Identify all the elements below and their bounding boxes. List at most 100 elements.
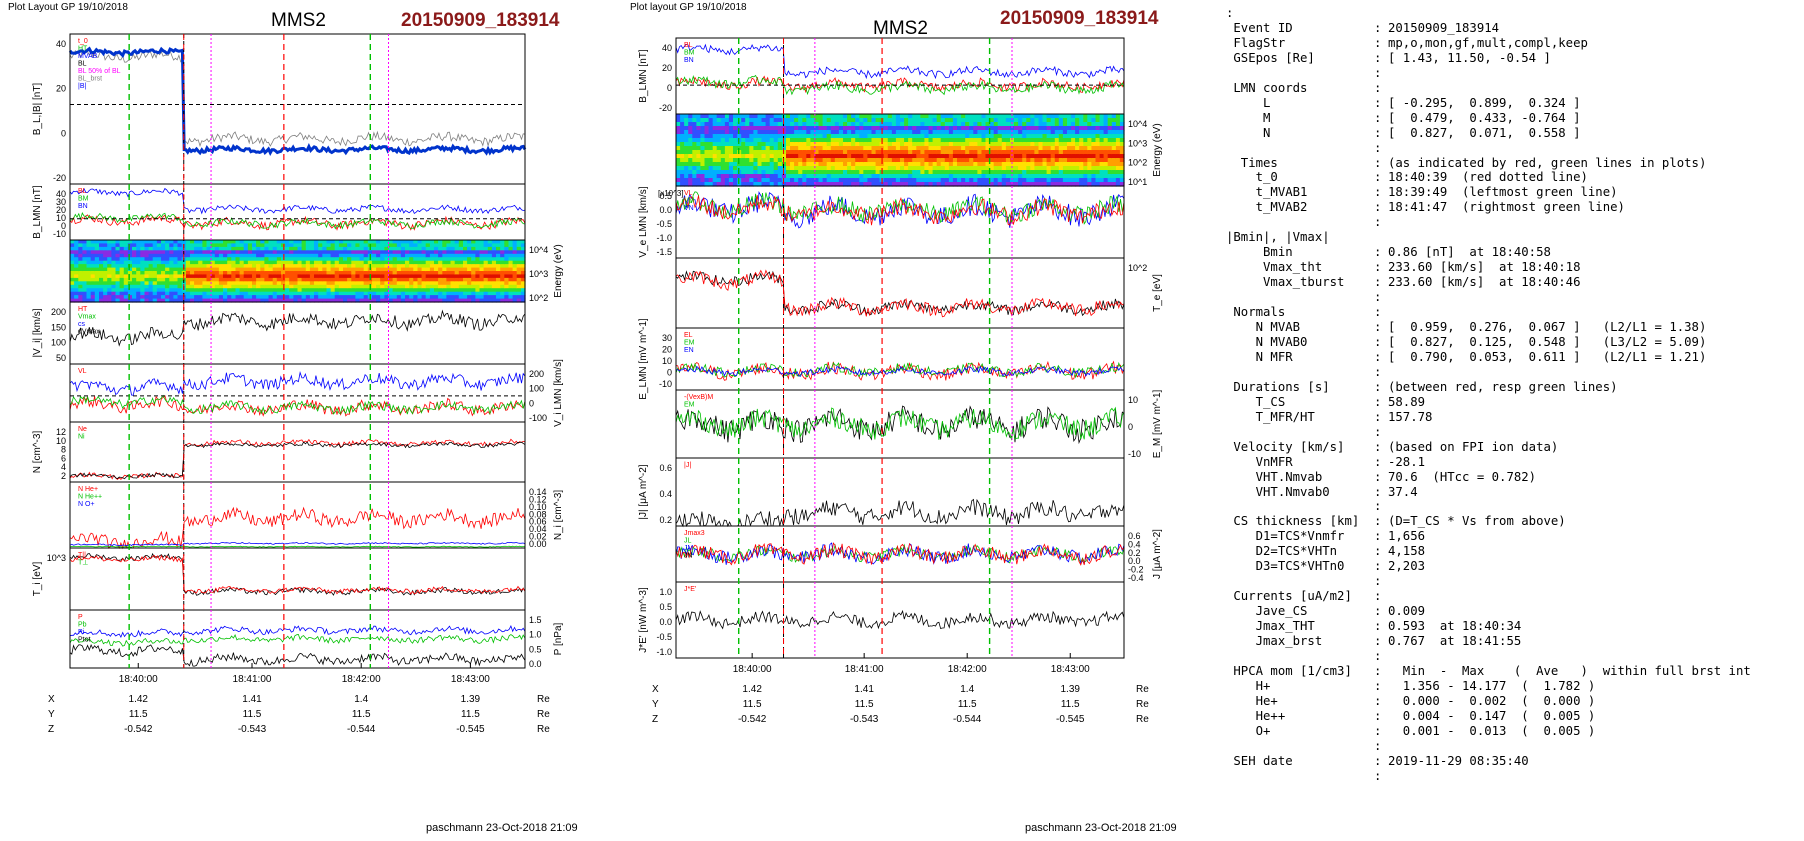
panel-frame: [69, 363, 526, 423]
spectrogram-cell: [749, 142, 754, 147]
middle-spacecraft-title: MMS2: [873, 18, 928, 39]
spectrogram-cell: [239, 253, 245, 258]
spectrogram-cell: [70, 271, 75, 275]
legend-entry: |B|: [78, 83, 86, 90]
spectrogram-cell: [940, 182, 946, 187]
spectrogram-cell: [227, 253, 232, 258]
spectrogram-cell: [851, 178, 856, 183]
spectrogram-cell: [309, 264, 315, 269]
spectrogram-cell: [376, 260, 381, 265]
spectrogram-cell: [504, 298, 509, 303]
spectrogram-cell: [1026, 134, 1031, 139]
spectrogram-cell: [177, 298, 183, 303]
spectrogram-cell: [285, 284, 290, 289]
spectrogram-cell: [786, 142, 791, 147]
spectrogram-cell: [297, 260, 303, 265]
spectrogram-cell: [757, 154, 763, 159]
spectrogram-cell: [1119, 142, 1125, 147]
legend-entry: VN: [684, 205, 694, 212]
spectrogram-cell: [359, 271, 365, 275]
spectrogram-cell: [119, 260, 125, 265]
spectrogram-cell: [875, 170, 881, 175]
y-tick-label: 0.6: [1128, 531, 1141, 541]
spectrogram-cell: [504, 264, 509, 269]
spectrogram-cell: [70, 264, 75, 269]
spectrogram-cell: [438, 271, 443, 275]
spectrogram-cell: [1054, 142, 1060, 147]
spectrogram-cell: [944, 114, 950, 119]
spectrogram-cell: [285, 271, 290, 275]
spectrogram-cell: [384, 267, 390, 272]
spectrogram-cell: [223, 250, 228, 255]
spectrogram-cell: [1001, 142, 1007, 147]
spectrogram-cell: [355, 274, 361, 279]
spectrogram-cell: [396, 264, 402, 269]
spectrogram-cell: [218, 260, 224, 265]
spectrogram-cell: [380, 257, 385, 262]
spectrogram-cell: [454, 291, 460, 296]
spectrogram-cell: [123, 271, 129, 275]
spectrogram-cell: [781, 146, 787, 151]
spectrogram-cell: [318, 253, 323, 258]
spectrogram-cell: [957, 174, 962, 179]
series-line: [69, 554, 526, 595]
spectrogram-cell: [322, 281, 327, 286]
spectrogram-cell: [692, 142, 697, 147]
spectrogram-cell: [1030, 150, 1035, 155]
spectrogram-cell: [944, 130, 950, 135]
spectrogram-cell: [454, 257, 460, 262]
spectrogram-cell: [434, 260, 439, 265]
spectrogram-cell: [347, 267, 352, 272]
spectrogram-cell: [940, 170, 946, 175]
spectrogram-cell: [1014, 134, 1019, 139]
spectrogram-cell: [944, 178, 950, 183]
spectrogram-cell: [924, 118, 930, 123]
spectrogram-cell: [438, 243, 443, 248]
spectrogram-cell: [434, 284, 439, 289]
spectrogram-cell: [716, 166, 722, 171]
spectrogram-cell: [347, 284, 352, 289]
spectrogram-cell: [773, 162, 779, 167]
spectrogram-cell: [343, 240, 348, 244]
spectrogram-cell: [1119, 162, 1125, 167]
spectrogram-cell: [144, 277, 150, 282]
spectrogram-cell: [475, 257, 481, 262]
spectrogram-cell: [961, 122, 966, 127]
spectrogram-cell: [314, 277, 319, 282]
spectrogram-cell: [875, 134, 881, 139]
spectrogram-cell: [1083, 138, 1088, 143]
spectrogram-cell: [704, 154, 710, 159]
spectrogram-cell: [997, 174, 1003, 179]
scale-label: [x10^3]: [658, 189, 684, 198]
spectrogram-cell: [798, 174, 803, 179]
spectrogram-cell: [223, 257, 228, 262]
spectrogram-cell: [309, 284, 315, 289]
spectrogram-cell: [851, 182, 856, 187]
spectrogram-cell: [78, 284, 83, 289]
spectrogram-cell: [421, 267, 427, 272]
legend-entry: JN: [684, 553, 693, 560]
spectrogram-cell: [863, 138, 868, 143]
spectrogram-cell: [400, 260, 406, 265]
spectrogram-cell: [376, 295, 381, 300]
spectrogram-cell: [904, 122, 909, 127]
spectrogram-cell: [516, 246, 522, 251]
series-line: [69, 624, 526, 639]
spectrogram-cell: [887, 182, 893, 187]
spectrogram-cell: [790, 158, 795, 163]
spectrogram-cell: [676, 182, 681, 187]
spectrogram-cell: [487, 271, 493, 275]
spectrogram-cell: [834, 154, 840, 159]
info-row: :: [1226, 215, 1796, 230]
spectrogram-cell: [692, 114, 697, 119]
spectrogram-cell: [256, 277, 261, 282]
spectrogram-cell: [1079, 146, 1084, 151]
spectrogram-cell: [1034, 130, 1040, 135]
spectrogram-cell: [1111, 118, 1117, 123]
spectrogram-cell: [86, 246, 92, 251]
spectrogram-cell: [863, 146, 868, 151]
spectrogram-cell: [376, 264, 381, 269]
info-row: Jmax_THT:0.593 at 18:40:34: [1226, 619, 1796, 634]
spectrogram-cell: [985, 130, 991, 135]
